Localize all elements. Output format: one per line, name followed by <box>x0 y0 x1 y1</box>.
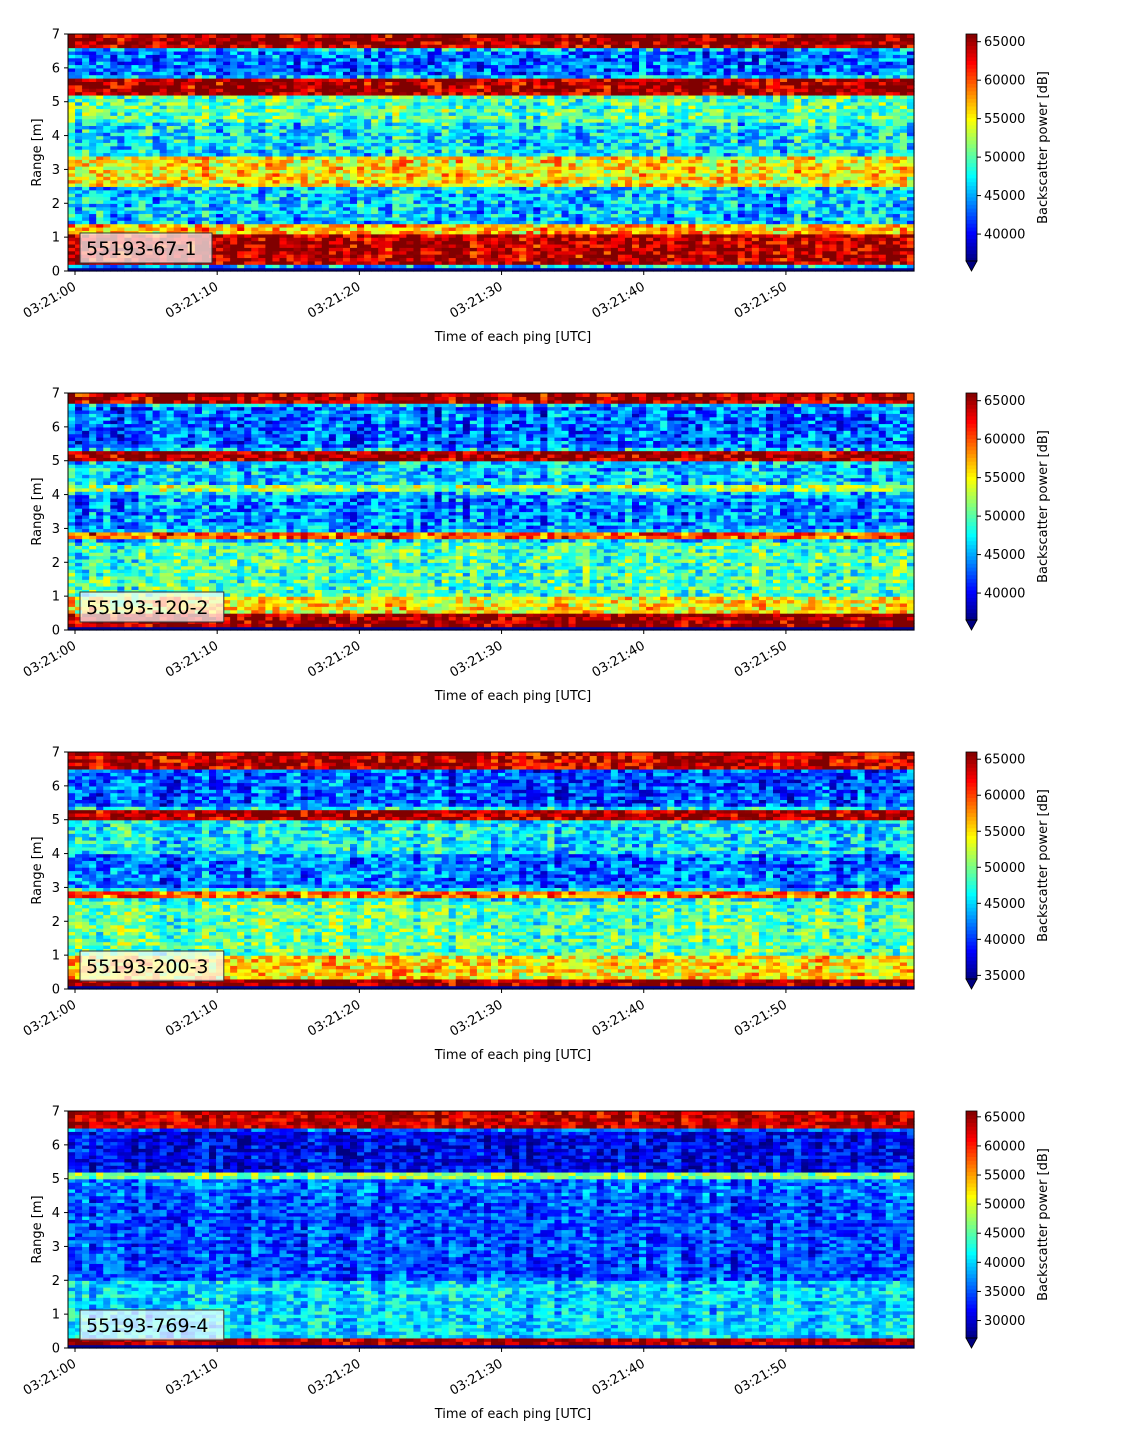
heatmap-cell <box>244 34 252 38</box>
heatmap-cell <box>554 34 562 38</box>
heatmap-cell <box>315 34 323 38</box>
heatmap-cell <box>301 34 309 38</box>
heatmap-cell <box>188 34 196 38</box>
heatmap-cell <box>322 34 330 38</box>
heatmap-cell <box>533 34 541 38</box>
heatmap-cell <box>562 34 570 38</box>
heatmap-cell <box>519 34 527 38</box>
heatmap-cell <box>498 34 506 38</box>
heatmap-cell <box>160 34 168 38</box>
heatmap-cell <box>470 34 478 38</box>
heatmap-cell <box>131 34 139 38</box>
heatmap-cell <box>68 34 76 38</box>
heatmap-cell <box>350 34 358 38</box>
heatmap-cell <box>223 34 231 38</box>
heatmap-cell <box>413 34 421 38</box>
heatmap-cell <box>216 34 224 38</box>
heatmap-cell <box>124 34 132 38</box>
heatmap-cell <box>258 34 266 38</box>
heatmap-cell <box>385 34 393 38</box>
heatmap-cell <box>117 34 125 38</box>
heatmap-cell <box>371 34 379 38</box>
heatmap-cell <box>357 34 365 38</box>
heatmap-cell <box>547 34 555 38</box>
heatmap-cell <box>209 34 217 38</box>
heatmap-cell <box>251 34 259 38</box>
heatmap-cell <box>512 34 520 38</box>
heatmap-cell <box>449 34 457 38</box>
heatmap-cell <box>181 34 189 38</box>
heatmap-cell <box>265 34 273 38</box>
heatmap-cell <box>435 34 443 38</box>
heatmap-cell <box>406 34 414 38</box>
heatmap-cell <box>378 34 386 38</box>
heatmap-cell <box>336 34 344 38</box>
heatmap-cell <box>287 34 295 38</box>
heatmap-cell <box>505 34 513 38</box>
heatmap-cell <box>195 34 203 38</box>
heatmap-cell <box>364 34 372 38</box>
heatmap-cell <box>428 34 436 38</box>
heatmap-cell <box>484 34 492 38</box>
heatmap-cell <box>294 34 302 38</box>
heatmap-cell <box>463 34 471 38</box>
heatmap-cell <box>308 34 316 38</box>
heatmap-cell <box>103 34 111 38</box>
heatmap-cell <box>540 34 548 38</box>
heatmap-cell <box>75 34 83 38</box>
heatmap-cell <box>421 34 429 38</box>
heatmap-cell <box>237 34 245 38</box>
heatmap-cell <box>343 34 351 38</box>
heatmap-cell <box>82 34 90 38</box>
heatmap-cell <box>329 34 337 38</box>
heatmap-cell <box>146 34 154 38</box>
heatmap-cell <box>442 34 450 38</box>
heatmap-cell <box>456 34 464 38</box>
heatmap-cell <box>230 34 238 38</box>
heatmap-cell <box>491 34 499 38</box>
heatmap-cell <box>153 34 161 38</box>
heatmap-cell <box>167 34 175 38</box>
heatmap-cell <box>89 34 97 38</box>
heatmap-cell <box>477 34 485 38</box>
heatmap-cell <box>399 34 407 38</box>
heatmap-cell <box>272 34 280 38</box>
heatmap-cell <box>526 34 534 38</box>
heatmap-cell <box>174 34 182 38</box>
heatmap-cell <box>280 34 288 38</box>
heatmap-cell <box>392 34 400 38</box>
heatmap-cell <box>139 34 147 38</box>
heatmap-cell <box>110 34 118 38</box>
heatmap-cell <box>202 34 210 38</box>
heatmap-cell <box>96 34 104 38</box>
